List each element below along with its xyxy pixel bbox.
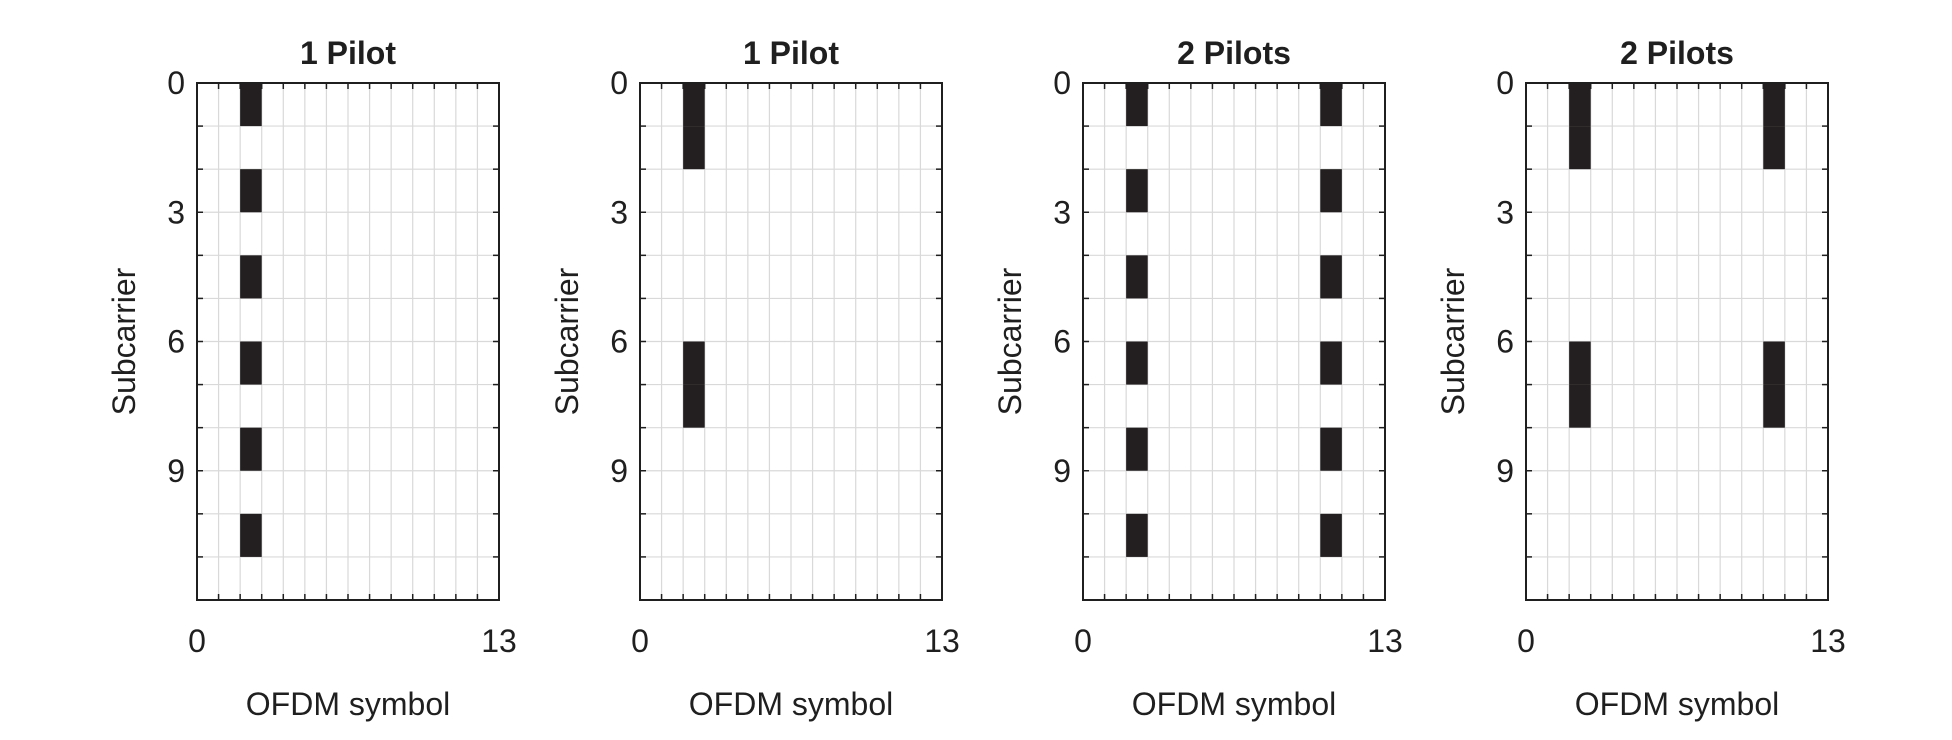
x-tick-label: 0: [1074, 623, 1092, 659]
pilot-cell: [1126, 341, 1148, 385]
pilot-cell: [1320, 427, 1342, 471]
y-tick-label: 6: [167, 324, 185, 360]
x-axis-label: OFDM symbol: [1132, 686, 1336, 722]
y-tick-label: 6: [1053, 324, 1071, 360]
y-tick-label: 9: [610, 453, 628, 489]
y-tick-label: 3: [1053, 194, 1071, 230]
pilot-cell: [1569, 341, 1591, 385]
y-tick-label: 0: [167, 65, 185, 101]
pilot-cell: [240, 169, 262, 213]
chart-panel-4: 2 Pilots 0 3 6 9 0 13 OFDM symbol Subcarrier: [1435, 35, 1846, 722]
y-tick-label: 3: [1496, 194, 1514, 230]
y-tick-label: 3: [610, 194, 628, 230]
pilot-cell: [1126, 83, 1148, 127]
pilot-cell: [1569, 384, 1591, 428]
panel-title: 2 Pilots: [1620, 35, 1734, 71]
pilot-cell: [1320, 513, 1342, 557]
y-axis-label: Subcarrier: [106, 267, 142, 415]
pilot-cell: [1126, 255, 1148, 299]
pilot-cell: [1126, 513, 1148, 557]
y-tick-label: 6: [1496, 324, 1514, 360]
x-axis-label: OFDM symbol: [689, 686, 893, 722]
x-axis-label: OFDM symbol: [246, 686, 450, 722]
pilot-cell: [1569, 83, 1591, 127]
x-tick-label: 0: [1517, 623, 1535, 659]
panel-title: 2 Pilots: [1177, 35, 1291, 71]
x-tick-label: 0: [631, 623, 649, 659]
pilot-cell: [1126, 169, 1148, 213]
x-tick-label: 13: [481, 623, 517, 659]
y-axis-label: Subcarrier: [992, 267, 1028, 415]
chart-panel-2: 1 Pilot 0 3 6 9 0 13 OFDM symbol Subcarrier: [549, 35, 960, 722]
pilot-cell: [1320, 341, 1342, 385]
y-tick-label: 0: [610, 65, 628, 101]
y-tick-label: 6: [610, 324, 628, 360]
pilot-cell: [1763, 83, 1785, 127]
y-axis-label: Subcarrier: [549, 267, 585, 415]
y-tick-label: 0: [1053, 65, 1071, 101]
y-tick-label: 9: [167, 453, 185, 489]
pilot-cell: [240, 427, 262, 471]
y-axis-label: Subcarrier: [1435, 267, 1471, 415]
pilot-cell: [683, 384, 705, 428]
x-tick-label: 13: [1367, 623, 1403, 659]
panel-title: 1 Pilot: [300, 35, 396, 71]
pilot-cell: [240, 513, 262, 557]
x-tick-label: 13: [1810, 623, 1846, 659]
pilot-cell: [240, 341, 262, 385]
panel-title: 1 Pilot: [743, 35, 839, 71]
pilot-cell: [1320, 255, 1342, 299]
pilot-cell: [1763, 341, 1785, 385]
pilot-cell: [1763, 126, 1785, 170]
pilot-cell: [1569, 126, 1591, 170]
x-tick-label: 13: [924, 623, 960, 659]
x-axis-label: OFDM symbol: [1575, 686, 1779, 722]
pilot-cell: [683, 126, 705, 170]
pilot-cell: [240, 83, 262, 127]
pilot-cell: [1320, 83, 1342, 127]
pilot-cell: [683, 341, 705, 385]
y-tick-label: 3: [167, 194, 185, 230]
pilot-cell: [1763, 384, 1785, 428]
y-tick-label: 9: [1053, 453, 1071, 489]
y-tick-label: 9: [1496, 453, 1514, 489]
x-tick-label: 0: [188, 623, 206, 659]
pilot-cell: [1320, 169, 1342, 213]
chart-panel-3: 2 Pilots 0 3 6 9 0 13 OFDM symbol Subcarrier: [992, 35, 1403, 722]
chart-panel-1: 1 Pilot 0 3 6 9 0 13 OFDM symbol Subcarrier: [106, 35, 517, 722]
pilot-cell: [240, 255, 262, 299]
pilot-cell: [1126, 427, 1148, 471]
pilot-cell: [683, 83, 705, 127]
y-tick-label: 0: [1496, 65, 1514, 101]
